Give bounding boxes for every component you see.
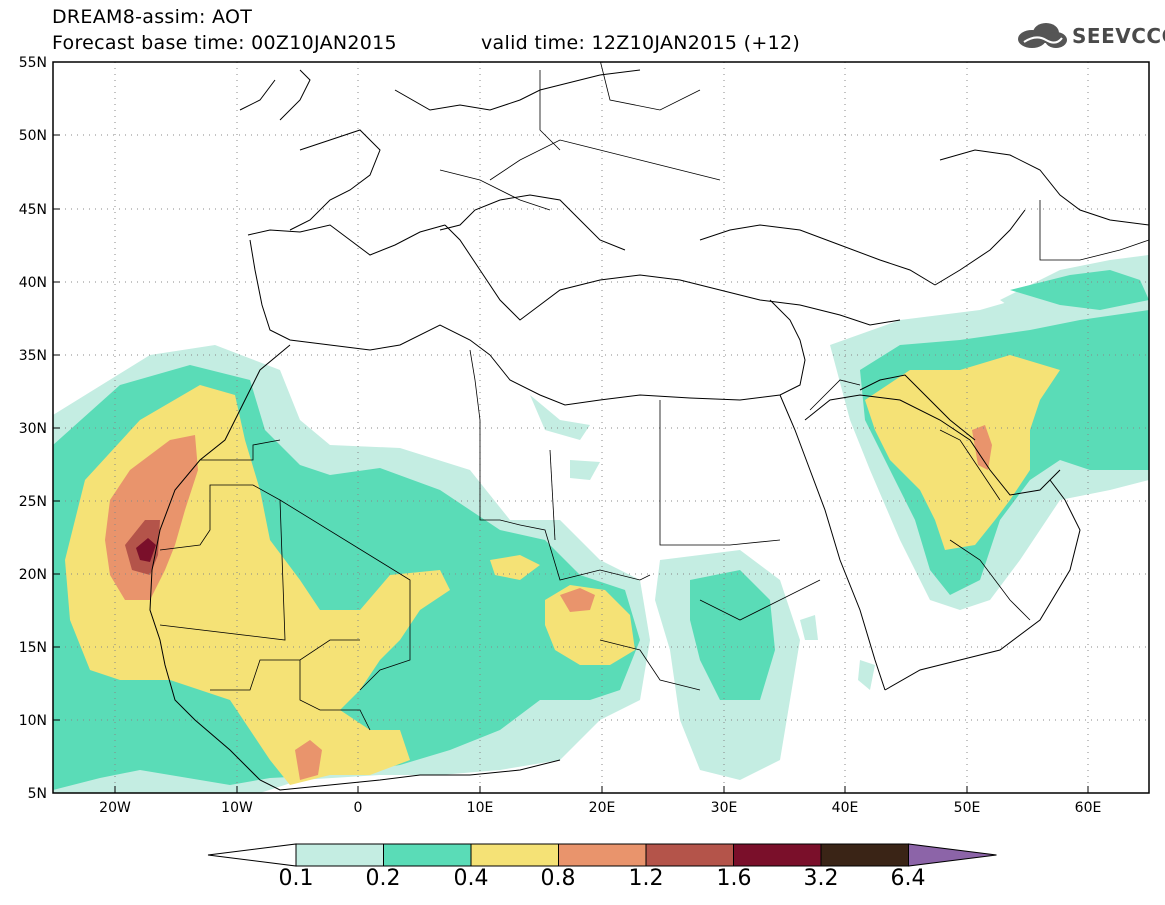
colorbar-swatch xyxy=(470,843,559,867)
lon-label: 10E xyxy=(467,800,494,816)
coastlines xyxy=(149,69,1149,791)
colorbar xyxy=(207,843,997,867)
colorbar-extend-high xyxy=(908,843,997,867)
lat-label: 15N xyxy=(19,640,47,656)
lat-label: 25N xyxy=(19,494,47,510)
lon-label: 0 xyxy=(354,800,363,816)
valid-time: valid time: 12Z10JAN2015 (+12) xyxy=(481,32,801,54)
colorbar-swatch xyxy=(383,843,472,867)
longitude-labels: 20W 10W 0 10E 20E 30E 40E 50E 60E xyxy=(99,800,1101,816)
map-title: DREAM8-assim: AOT xyxy=(52,6,253,28)
colorbar-label: 1.6 xyxy=(716,866,752,891)
latitude-labels: 5N 10N 15N 20N 25N 30N 35N 40N 45N 50N 5… xyxy=(19,55,47,802)
colorbar-label: 6.4 xyxy=(890,866,926,891)
aot-field-layer xyxy=(53,255,1149,793)
lon-label: 60E xyxy=(1075,800,1102,816)
colorbar-swatch xyxy=(558,843,647,867)
lat-label: 40N xyxy=(19,275,47,291)
colorbar-swatch xyxy=(295,843,384,867)
colorbar-swatch xyxy=(645,843,734,867)
lon-label: 30E xyxy=(711,800,738,816)
colorbar-label: 3.2 xyxy=(803,866,839,891)
lat-label: 35N xyxy=(19,348,47,364)
lat-label: 20N xyxy=(19,567,47,583)
lat-label: 55N xyxy=(19,55,47,71)
colorbar-label: 0.4 xyxy=(453,866,489,891)
lon-label: 10W xyxy=(221,800,253,816)
colorbar-extend-low xyxy=(207,843,297,867)
colorbar-label: 0.8 xyxy=(540,866,576,891)
cloud-icon xyxy=(1018,23,1067,48)
lat-label: 5N xyxy=(28,786,47,802)
lat-label: 50N xyxy=(19,128,47,144)
colorbar-label: 0.1 xyxy=(278,866,314,891)
aot-level-0-8 xyxy=(105,425,992,780)
colorbar-label: 0.2 xyxy=(365,866,401,891)
axis-ticks xyxy=(53,61,1089,794)
borders xyxy=(159,62,1149,731)
aot-level-1-6 xyxy=(136,538,156,562)
lon-label: 40E xyxy=(832,800,859,816)
lat-label: 10N xyxy=(19,713,47,729)
colorbar-swatch xyxy=(820,843,909,867)
colorbar-label: 1.2 xyxy=(628,866,664,891)
lat-label: 30N xyxy=(19,421,47,437)
logo-text: SEEVCCC xyxy=(1072,24,1165,48)
lon-label: 50E xyxy=(954,800,981,816)
lon-label: 20W xyxy=(99,800,131,816)
lon-label: 20E xyxy=(589,800,616,816)
seevccc-logo: SEEVCCC xyxy=(1016,22,1165,50)
forecast-base-time: Forecast base time: 00Z10JAN2015 xyxy=(52,32,397,54)
colorbar-swatch xyxy=(733,843,822,867)
lat-label: 45N xyxy=(19,202,47,218)
